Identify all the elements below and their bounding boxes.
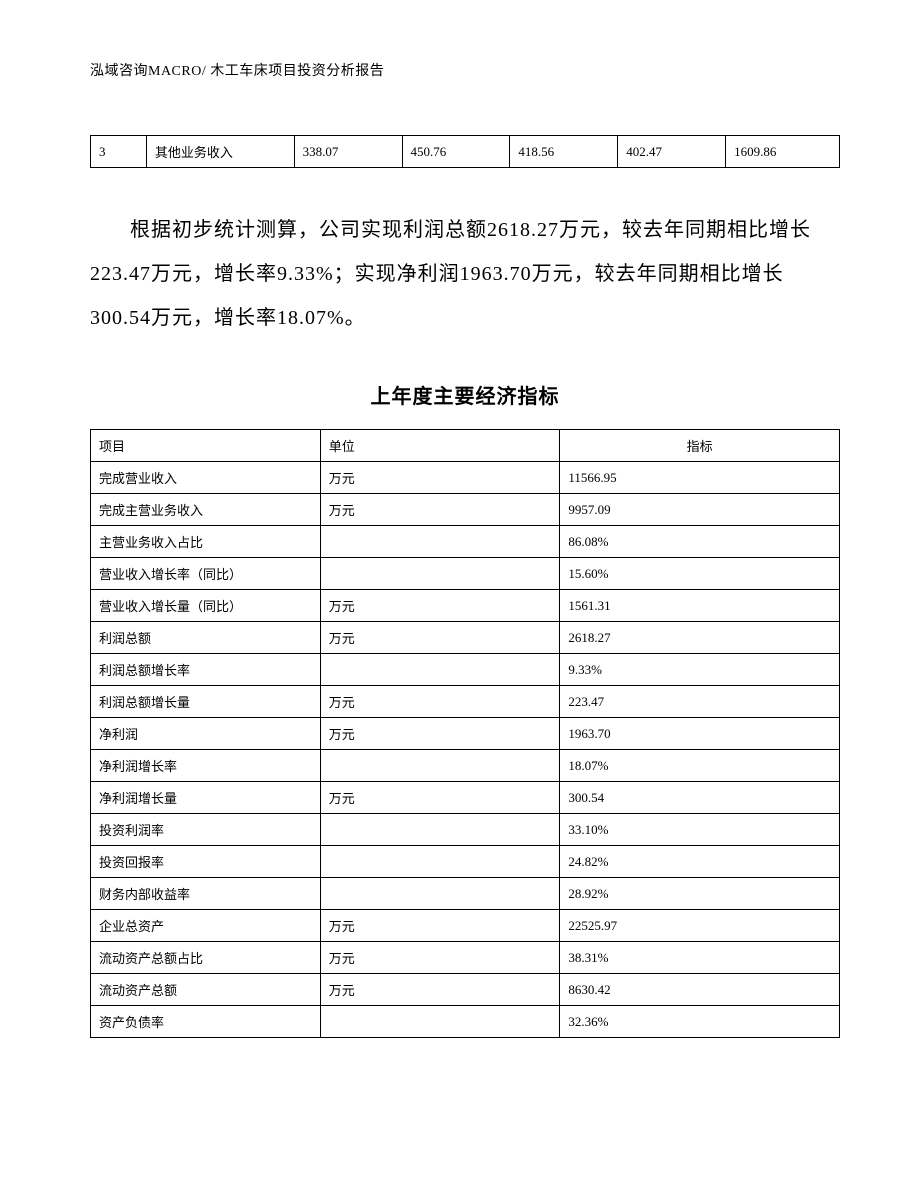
table-cell: 9957.09 xyxy=(560,494,840,526)
economic-indicators-table: 项目 单位 指标 完成营业收入万元11566.95完成主营业务收入万元9957.… xyxy=(90,429,840,1038)
table-cell: 24.82% xyxy=(560,846,840,878)
table-cell: 15.60% xyxy=(560,558,840,590)
table-cell: 万元 xyxy=(320,910,560,942)
table-row: 企业总资产万元22525.97 xyxy=(91,910,840,942)
table-cell: 万元 xyxy=(320,622,560,654)
table-cell: 18.07% xyxy=(560,750,840,782)
table-cell: 万元 xyxy=(320,462,560,494)
table-cell: 450.76 xyxy=(402,136,510,168)
table-cell: 营业收入增长率（同比） xyxy=(91,558,321,590)
table-row: 财务内部收益率 28.92% xyxy=(91,878,840,910)
table-cell xyxy=(320,878,560,910)
table-cell: 利润总额增长量 xyxy=(91,686,321,718)
table-cell: 9.33% xyxy=(560,654,840,686)
table-cell: 2618.27 xyxy=(560,622,840,654)
table-cell: 利润总额增长率 xyxy=(91,654,321,686)
table-row: 流动资产总额占比万元38.31% xyxy=(91,942,840,974)
table-cell: 28.92% xyxy=(560,878,840,910)
table-cell: 流动资产总额 xyxy=(91,974,321,1006)
table-row: 投资回报率 24.82% xyxy=(91,846,840,878)
table-row: 利润总额增长量万元223.47 xyxy=(91,686,840,718)
table-cell: 86.08% xyxy=(560,526,840,558)
table-cell xyxy=(320,814,560,846)
table-row: 完成营业收入万元11566.95 xyxy=(91,462,840,494)
table-cell: 22525.97 xyxy=(560,910,840,942)
table-cell: 223.47 xyxy=(560,686,840,718)
table-cell xyxy=(320,1006,560,1038)
header-indicator: 指标 xyxy=(560,430,840,462)
table-row: 投资利润率 33.10% xyxy=(91,814,840,846)
table-row: 完成主营业务收入万元9957.09 xyxy=(91,494,840,526)
table-cell: 主营业务收入占比 xyxy=(91,526,321,558)
main-table-title: 上年度主要经济指标 xyxy=(90,380,840,409)
table-cell: 万元 xyxy=(320,782,560,814)
table-cell: 净利润增长量 xyxy=(91,782,321,814)
table-cell: 38.31% xyxy=(560,942,840,974)
page-header: 泓域咨询MACRO/ 木工车床项目投资分析报告 xyxy=(90,60,840,80)
table-row: 主营业务收入占比 86.08% xyxy=(91,526,840,558)
table-row: 营业收入增长量（同比）万元1561.31 xyxy=(91,590,840,622)
table-cell: 营业收入增长量（同比） xyxy=(91,590,321,622)
table-cell: 完成主营业务收入 xyxy=(91,494,321,526)
table-cell: 338.07 xyxy=(294,136,402,168)
other-income-table: 3其他业务收入338.07450.76418.56402.471609.86 xyxy=(90,135,840,168)
table-cell: 11566.95 xyxy=(560,462,840,494)
table-row: 净利润万元1963.70 xyxy=(91,718,840,750)
table-cell xyxy=(320,558,560,590)
table-row: 资产负债率 32.36% xyxy=(91,1006,840,1038)
table-cell: 完成营业收入 xyxy=(91,462,321,494)
table-cell: 企业总资产 xyxy=(91,910,321,942)
table-cell: 万元 xyxy=(320,942,560,974)
table-cell: 33.10% xyxy=(560,814,840,846)
header-item: 项目 xyxy=(91,430,321,462)
table-cell: 402.47 xyxy=(618,136,726,168)
table-cell: 300.54 xyxy=(560,782,840,814)
table-cell: 财务内部收益率 xyxy=(91,878,321,910)
table-cell: 32.36% xyxy=(560,1006,840,1038)
table-cell: 资产负债率 xyxy=(91,1006,321,1038)
table-row: 3其他业务收入338.07450.76418.56402.471609.86 xyxy=(91,136,840,168)
header-unit: 单位 xyxy=(320,430,560,462)
table-cell: 净利润 xyxy=(91,718,321,750)
table-cell xyxy=(320,654,560,686)
table-cell: 投资利润率 xyxy=(91,814,321,846)
table-row: 利润总额增长率 9.33% xyxy=(91,654,840,686)
table-cell: 1609.86 xyxy=(726,136,840,168)
table-row: 流动资产总额万元8630.42 xyxy=(91,974,840,1006)
table-cell: 利润总额 xyxy=(91,622,321,654)
table-header-row: 项目 单位 指标 xyxy=(91,430,840,462)
table-cell: 流动资产总额占比 xyxy=(91,942,321,974)
table-cell: 万元 xyxy=(320,590,560,622)
table-cell: 万元 xyxy=(320,718,560,750)
table-cell: 3 xyxy=(91,136,147,168)
table-cell xyxy=(320,526,560,558)
table-cell: 万元 xyxy=(320,974,560,1006)
table-cell: 投资回报率 xyxy=(91,846,321,878)
table-cell xyxy=(320,750,560,782)
table-row: 利润总额万元2618.27 xyxy=(91,622,840,654)
table-cell: 净利润增长率 xyxy=(91,750,321,782)
table-cell: 1561.31 xyxy=(560,590,840,622)
table-cell: 万元 xyxy=(320,686,560,718)
summary-paragraph: 根据初步统计测算，公司实现利润总额2618.27万元，较去年同期相比增长223.… xyxy=(90,208,840,340)
table-cell: 万元 xyxy=(320,494,560,526)
table-cell: 418.56 xyxy=(510,136,618,168)
table-row: 营业收入增长率（同比） 15.60% xyxy=(91,558,840,590)
table-row: 净利润增长量万元300.54 xyxy=(91,782,840,814)
table-cell: 其他业务收入 xyxy=(146,136,294,168)
table-cell xyxy=(320,846,560,878)
table-cell: 1963.70 xyxy=(560,718,840,750)
table-row: 净利润增长率 18.07% xyxy=(91,750,840,782)
table-cell: 8630.42 xyxy=(560,974,840,1006)
